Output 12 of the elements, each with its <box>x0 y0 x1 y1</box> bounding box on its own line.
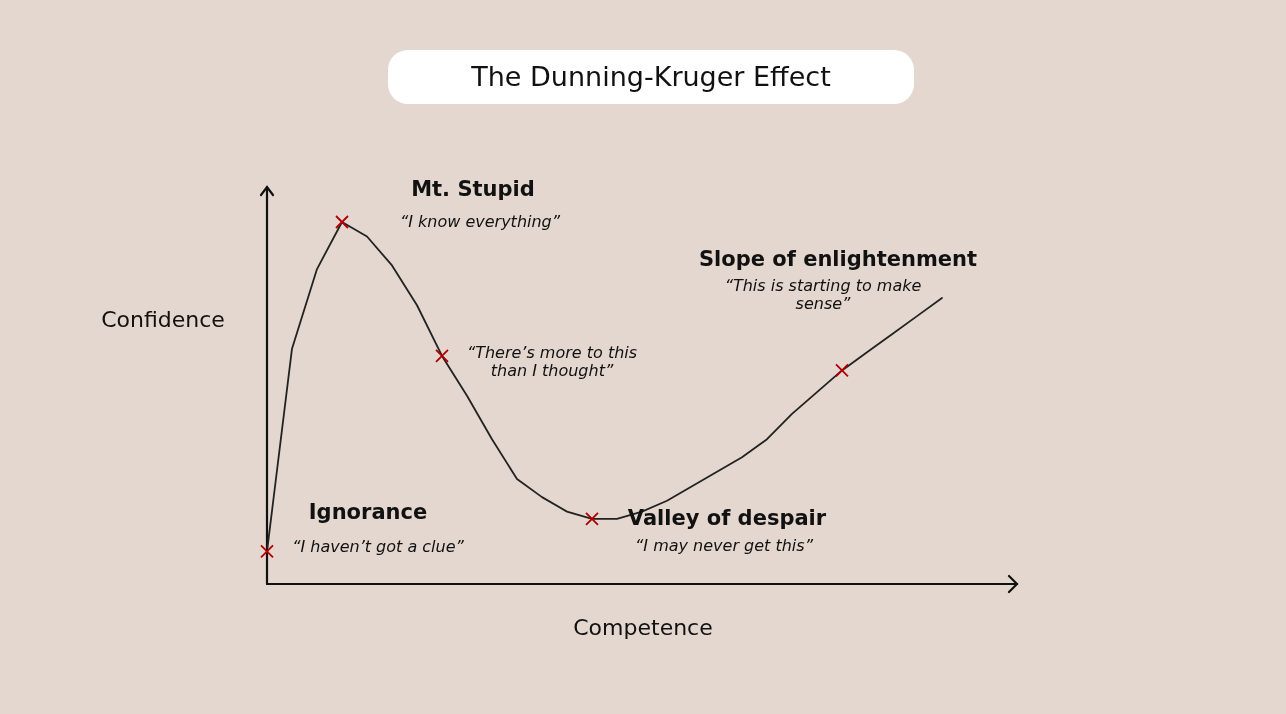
annotation: “I haven’t got a clue” <box>292 537 465 556</box>
annotation: “There’s more to this than I thought” <box>466 343 638 381</box>
annotation: Valley of despair <box>627 506 827 530</box>
text: Mt. Stupid <box>411 177 535 201</box>
annotation: “I know everything” <box>399 212 561 231</box>
annotation: Ignorance <box>308 500 428 524</box>
annotation: Slope of enlightenment <box>698 247 978 271</box>
x-axis-title: Competence <box>573 615 713 640</box>
chart-title: The Dunning-Kruger Effect <box>470 61 831 92</box>
annotation: “I may never get this” <box>635 536 814 555</box>
y-axis-title: Confidence <box>101 307 225 332</box>
annotation: “This is starting to make sense” <box>724 276 922 314</box>
